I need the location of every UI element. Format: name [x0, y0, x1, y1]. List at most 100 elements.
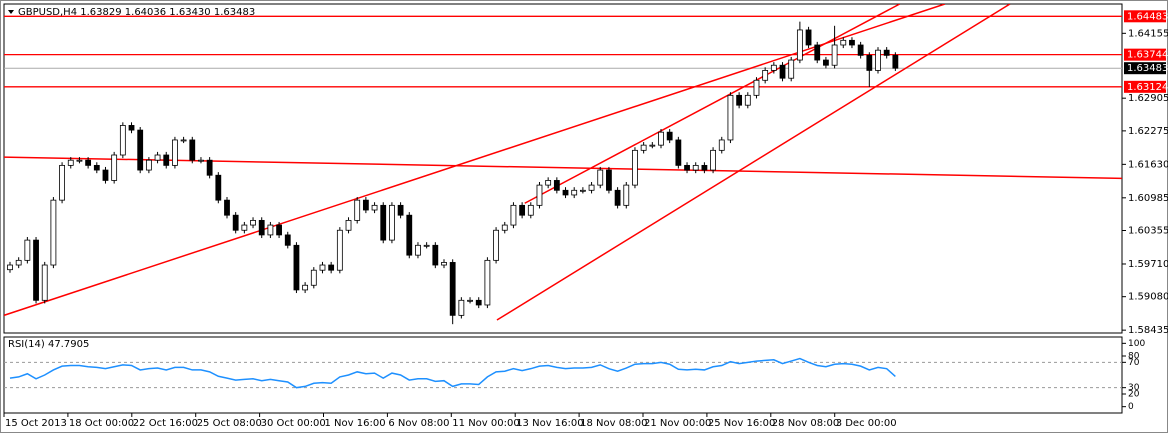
candle-body: [606, 169, 612, 191]
candle-body: [883, 49, 890, 56]
y-tick-label: 1.59080: [1128, 292, 1168, 303]
candle-body: [658, 131, 664, 146]
candle-body: [805, 29, 812, 46]
candle-body: [85, 159, 92, 166]
rsi-title: RSI(14) 47.7905: [8, 339, 89, 350]
candle-body: [441, 262, 447, 266]
candle-body: [276, 224, 282, 236]
candle-body: [562, 189, 569, 196]
candle-body: [536, 184, 543, 206]
candle-body: [50, 199, 57, 266]
candle-body: [614, 189, 621, 206]
x-tick-label: 3 Dec 00:00: [836, 418, 897, 429]
y-tick-label: 1.62275: [1128, 126, 1168, 137]
rsi-line: [9, 357, 896, 389]
candle-body: [796, 29, 803, 61]
candle-body: [684, 164, 690, 171]
rsi-y-tick-label: 0: [1128, 402, 1134, 412]
candle-body: [250, 219, 256, 226]
candle-body: [293, 244, 300, 291]
candle-body: [875, 49, 881, 71]
candle-body: [415, 244, 421, 256]
candle-body: [389, 204, 395, 241]
y-tick-label: 1.60355: [1128, 226, 1168, 237]
candle-body: [744, 94, 751, 106]
candle-body: [41, 264, 48, 301]
candle-body: [163, 154, 170, 166]
candle-body: [15, 259, 22, 266]
x-tick-label: 18 Nov 08:00: [580, 418, 647, 429]
candle-body: [458, 299, 465, 316]
candle-body: [111, 154, 118, 181]
x-tick-label: 21 Nov 00:00: [644, 418, 711, 429]
x-tick-label: 22 Oct 16:00: [133, 418, 198, 429]
candle-body: [406, 214, 413, 256]
candle-body: [666, 131, 673, 141]
candle-body: [354, 199, 361, 221]
candle-body: [623, 184, 630, 206]
x-tick-label: 30 Oct 00:00: [261, 418, 326, 429]
candle-body: [172, 139, 178, 166]
candle-body: [93, 164, 100, 171]
level-label: 1.63744: [1127, 50, 1168, 61]
candle-body: [840, 39, 847, 46]
candle-body: [180, 139, 187, 142]
candle-body: [119, 125, 126, 156]
candle-body: [770, 64, 777, 71]
candle-body: [753, 79, 760, 96]
candle-body: [510, 204, 517, 226]
candle-body: [198, 159, 204, 162]
candle-body: [501, 224, 508, 231]
candle-body: [206, 159, 213, 176]
rsi-panel: [3, 336, 1123, 414]
x-tick-label: 13 Nov 16:00: [516, 418, 583, 429]
rsi-y-tick-label: 80: [1128, 352, 1140, 362]
main-plot: [4, 4, 1122, 325]
candle-body: [475, 299, 482, 306]
x-tick-label: 1 Nov 16:00: [325, 418, 386, 429]
rsi-plot: [4, 357, 1122, 389]
candle-body: [449, 262, 456, 316]
rsi-y-tick-label: 70: [1128, 358, 1140, 368]
candle-body: [302, 284, 309, 291]
y-tick-label: 1.64155: [1128, 28, 1168, 39]
candle-body: [371, 204, 378, 211]
candle-body: [102, 169, 109, 181]
candle-body: [145, 159, 152, 171]
trendline: [496, 4, 1011, 321]
candle-body: [640, 144, 647, 151]
level-label-box: [1124, 48, 1166, 61]
y-tick-label: 1.58435: [1128, 325, 1168, 336]
candle-body: [224, 199, 230, 216]
candle-body: [727, 94, 734, 141]
x-tick-label: 25 Nov 16:00: [708, 418, 775, 429]
candle-body: [137, 129, 144, 171]
candle-body: [762, 70, 769, 81]
candle-body: [467, 299, 473, 302]
candle-body: [831, 44, 838, 66]
level-label-box: [1124, 80, 1166, 93]
menu-icon[interactable]: [8, 10, 14, 14]
rsi-y-tick-label: 30: [1128, 383, 1140, 393]
candle-body: [493, 229, 499, 261]
candle-body: [849, 39, 855, 46]
candle-body: [267, 224, 274, 236]
candle-body: [857, 44, 864, 56]
candle-body: [736, 94, 743, 106]
candle-body: [545, 180, 552, 186]
candle-body: [823, 59, 829, 66]
level-label: 1.64483: [1127, 11, 1168, 22]
y-tick-label: 1.61630: [1128, 159, 1168, 170]
candle-body: [128, 125, 135, 131]
main-panel: [3, 3, 1123, 334]
candle-body: [788, 59, 795, 79]
candle-body: [675, 139, 682, 166]
candle-body: [319, 264, 326, 271]
current-price-label: 1.63483: [1127, 63, 1168, 74]
candle-body: [710, 149, 716, 171]
candle-body: [67, 159, 74, 166]
candle-body: [519, 204, 526, 216]
candle-body: [345, 219, 352, 231]
candle-body: [649, 144, 656, 147]
candle-body: [154, 154, 161, 161]
